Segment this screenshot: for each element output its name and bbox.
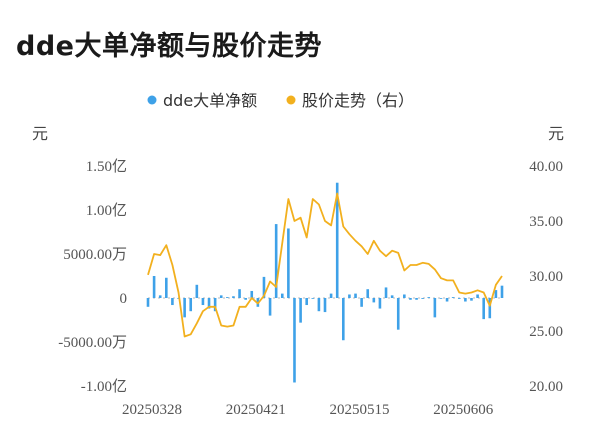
right-tick-label: 35.00 [529, 214, 563, 230]
right-tick-label: 30.00 [529, 269, 563, 285]
left-axis-unit: 元 [32, 124, 48, 143]
dde-bar [366, 289, 370, 298]
dde-bar [445, 298, 449, 302]
dde-bar [262, 276, 266, 298]
dde-bar [274, 224, 278, 298]
dde-bar [335, 182, 339, 298]
dde-bar [457, 298, 461, 299]
left-tick-label: 0 [120, 291, 128, 307]
dde-bar [427, 297, 431, 298]
dde-bar [152, 276, 156, 298]
left-tick-label: 5000.00万 [63, 247, 127, 263]
dde-bar [189, 298, 193, 312]
dde-bar [311, 298, 315, 299]
dde-bar [238, 289, 241, 298]
dde-bar [207, 298, 211, 309]
dde-bar [195, 284, 199, 298]
dde-bar [226, 297, 229, 298]
dde-bar [476, 294, 479, 298]
dde-bar [439, 298, 443, 299]
dde-bar [464, 298, 467, 302]
right-tick-label: 25.00 [529, 324, 563, 340]
dde-bar [409, 298, 412, 300]
right-tick-label: 40.00 [529, 159, 563, 175]
dde-bar [421, 298, 424, 299]
dde-bar [488, 298, 492, 319]
right-axis-ticks: 40.00 35.00 30.00 25.00 20.00 [529, 159, 563, 395]
legend-item-price[interactable]: 股价走势（右） [286, 91, 415, 110]
dde-bar [299, 298, 302, 323]
dde-bar [317, 298, 321, 312]
dde-bar [482, 298, 485, 320]
legend-price-label: 股价走势（右） [302, 91, 414, 110]
dde-bar [451, 297, 455, 298]
dde-bar [470, 298, 473, 301]
x-tick-label: 20250328 [122, 402, 182, 418]
left-tick-label: 1.00亿 [86, 202, 127, 219]
dde-bar [348, 294, 351, 298]
legend-price-marker [286, 95, 296, 105]
x-axis-labels: 20250328 20250421 20250515 20250606 [122, 402, 494, 418]
left-tick-label: -5000.00万 [58, 335, 127, 351]
dde-bar [293, 298, 296, 383]
dde-bar [219, 295, 223, 298]
legend-dde-marker [147, 95, 157, 105]
dde-bar [158, 295, 162, 298]
dde-bar [213, 298, 217, 312]
dde-bar [201, 298, 205, 306]
dde-bar [232, 296, 235, 298]
dde-bar [165, 277, 168, 298]
left-tick-label: -1.00亿 [81, 378, 127, 395]
dde-bar [146, 298, 150, 307]
dde-bar [354, 293, 357, 298]
dde-bar [372, 298, 376, 303]
right-tick-label: 20.00 [529, 379, 563, 395]
dde-bar [415, 298, 418, 300]
dde-bar [305, 298, 308, 306]
dde-bars [146, 182, 504, 383]
dde-bar [183, 298, 186, 318]
dde-bar [323, 298, 327, 313]
dde-bar [396, 298, 400, 330]
left-tick-label: 1.50亿 [86, 158, 127, 175]
price-line [147, 192, 503, 338]
legend-dde-label: dde大单净额 [163, 91, 257, 110]
dde-bar [500, 285, 504, 298]
dde-bar [280, 293, 284, 298]
dde-bar [250, 290, 254, 298]
x-tick-label: 20250606 [433, 402, 494, 418]
dde-bar [433, 298, 437, 318]
legend[interactable]: dde大单净额 股价走势（右） [147, 91, 415, 110]
dde-bar [403, 294, 406, 298]
dde-bar [329, 293, 333, 298]
dde-bar [244, 298, 247, 300]
dde-bar [287, 228, 290, 298]
x-tick-label: 20250421 [226, 402, 286, 418]
dde-bar [268, 298, 272, 316]
chart-title: dde大单净额与股价走势 [16, 31, 322, 62]
left-axis-ticks: 1.50亿 1.00亿 5000.00万 0 -5000.00万 -1.00亿 [58, 158, 127, 395]
dde-bar [360, 298, 363, 307]
dde-bar [494, 290, 498, 298]
dde-bar [390, 295, 394, 298]
x-tick-label: 20250515 [330, 402, 390, 418]
legend-item-dde[interactable]: dde大单净额 [147, 91, 258, 110]
dde-bar [342, 298, 345, 341]
dde-bar [171, 298, 174, 306]
dde-bar [384, 287, 388, 298]
right-axis-unit: 元 [548, 124, 564, 143]
dde-bar [378, 298, 382, 309]
